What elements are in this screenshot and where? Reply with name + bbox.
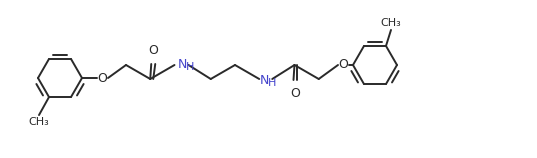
Text: O: O bbox=[338, 58, 348, 72]
Text: O: O bbox=[148, 44, 158, 57]
Text: CH₃: CH₃ bbox=[28, 117, 49, 127]
Text: H: H bbox=[185, 62, 194, 72]
Text: H: H bbox=[268, 78, 277, 88]
Text: CH₃: CH₃ bbox=[381, 18, 401, 28]
Text: O: O bbox=[291, 87, 300, 100]
Text: O: O bbox=[97, 72, 107, 85]
Text: N: N bbox=[178, 58, 187, 70]
Text: N: N bbox=[260, 73, 270, 86]
